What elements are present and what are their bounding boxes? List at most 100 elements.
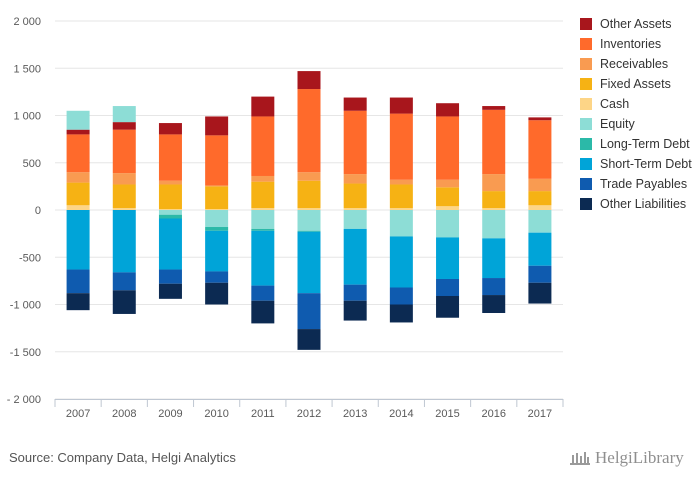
bar-segment-receivables-2014 <box>389 179 413 185</box>
logo-text: HelgiLibrary <box>595 448 684 467</box>
y-tick-label: -500 <box>19 252 41 264</box>
bar-segment-receivables-2011 <box>251 175 275 182</box>
bar-segment-short-term-debt-2012 <box>297 231 321 294</box>
legend-swatch <box>580 78 592 90</box>
bar-segment-trade-payables-2016 <box>482 278 506 296</box>
bar-segment-short-term-debt-2016 <box>482 238 506 279</box>
bar-segment-cash-2011 <box>251 208 275 210</box>
bar-segment-other-assets-2012 <box>297 71 321 90</box>
y-tick-label: -1 500 <box>10 347 41 359</box>
bar-segment-long-term-debt-2012 <box>297 230 321 232</box>
bar-segment-receivables-2015 <box>436 179 460 188</box>
bar-segment-trade-payables-2010 <box>205 271 229 283</box>
bar-segment-receivables-2010 <box>205 185 229 187</box>
y-tick-label: - 2 000 <box>7 394 41 406</box>
bar-segment-other-assets-2015 <box>436 103 460 117</box>
bar-segment-other-assets-2013 <box>343 97 367 111</box>
bar-segment-inventories-2016 <box>482 109 506 175</box>
x-tick-label: 2013 <box>343 408 367 420</box>
bar-segment-short-term-debt-2009 <box>158 218 182 270</box>
y-tick-label: 1 500 <box>13 63 41 75</box>
legend-label: Long-Term Debt <box>600 137 690 151</box>
x-tick-label: 2008 <box>112 408 136 420</box>
legend-swatch <box>580 198 592 210</box>
bar-segment-fixed-assets-2009 <box>158 184 182 210</box>
bar-segment-other-assets-2011 <box>251 96 275 117</box>
legend-swatch <box>580 58 592 70</box>
bar-segment-other-liabilities-2007 <box>66 293 90 311</box>
bar-segment-fixed-assets-2016 <box>482 191 506 209</box>
bar-segment-receivables-2017 <box>528 178 552 192</box>
bar-segment-fixed-assets-2011 <box>251 181 275 209</box>
bar-segment-other-liabilities-2009 <box>158 283 182 299</box>
bar-segment-cash-2008 <box>112 208 136 210</box>
bar-segment-trade-payables-2007 <box>66 269 90 294</box>
y-tick-label: -1 000 <box>10 300 41 312</box>
x-tick-label: 2015 <box>435 408 459 420</box>
chart-plot: - 2 000 -1 500 -1 000 -500 0 500 1 000 1 500 2 0… <box>7 16 564 420</box>
bar-segment-equity-negative-2010 <box>205 210 229 228</box>
bar-segment-equity-2007 <box>66 110 90 130</box>
bar-segment-equity-negative-2015 <box>436 210 460 238</box>
legend-label: Short-Term Debt <box>600 157 692 171</box>
bar-segment-inventories-2008 <box>112 129 136 174</box>
bar-segment-other-assets-2017 <box>528 117 552 121</box>
legend-item-inventories: Inventories <box>580 34 698 54</box>
legend-swatch <box>580 158 592 170</box>
bar-segment-other-liabilities-2017 <box>528 282 552 304</box>
bar-segment-fixed-assets-2010 <box>205 186 229 210</box>
x-tick-label: 2011 <box>251 408 275 420</box>
bar-segment-short-term-debt-2014 <box>389 236 413 288</box>
bar-segment-fixed-assets-2008 <box>112 184 136 209</box>
bar-segment-other-liabilities-2012 <box>297 329 321 350</box>
bar-segment-other-liabilities-2015 <box>436 295 460 318</box>
legend-item-short-term-debt: Short-Term Debt <box>580 154 698 174</box>
bar-segment-cash-2010 <box>205 209 229 210</box>
bar-segment-trade-payables-2014 <box>389 287 413 305</box>
bar-segment-other-liabilities-2016 <box>482 295 506 314</box>
bar-segment-fixed-assets-2014 <box>389 184 413 209</box>
legend-item-trade-payables: Trade Payables <box>580 174 698 194</box>
bar-segment-trade-payables-2009 <box>158 269 182 284</box>
x-tick-label: 2014 <box>389 408 413 420</box>
legend-item-long-term-debt: Long-Term Debt <box>580 134 698 154</box>
bar-segment-equity-negative-2009 <box>158 210 182 215</box>
bar-segment-other-liabilities-2011 <box>251 300 275 324</box>
bar-segment-equity-negative-2016 <box>482 210 506 239</box>
bar-segment-fixed-assets-2012 <box>297 180 321 209</box>
bar-segment-equity-negative-2017 <box>528 210 552 233</box>
bar-segment-cash-2016 <box>482 208 506 210</box>
bar-segment-trade-payables-2017 <box>528 265 552 283</box>
bar-segment-fixed-assets-2017 <box>528 191 552 206</box>
bar-segment-cash-2014 <box>389 208 413 210</box>
bar-segment-receivables-2012 <box>297 172 321 181</box>
legend-swatch <box>580 178 592 190</box>
bar-segment-receivables-2016 <box>482 174 506 192</box>
bar-segment-equity-negative-2012 <box>297 210 321 231</box>
bar-segment-fixed-assets-2013 <box>343 183 367 209</box>
bar-segment-inventories-2015 <box>436 116 460 180</box>
legend-item-receivables: Receivables <box>580 54 698 74</box>
legend-label: Trade Payables <box>600 177 688 191</box>
bar-segment-short-term-debt-2010 <box>205 230 229 272</box>
legend-label: Other Assets <box>600 17 672 31</box>
bar-segment-other-assets-2010 <box>205 116 229 136</box>
bar-segment-fixed-assets-2007 <box>66 182 90 206</box>
bar-segment-short-term-debt-2017 <box>528 232 552 266</box>
bar-segment-cash-2017 <box>528 205 552 210</box>
bar-segment-cash-2007 <box>66 205 90 210</box>
bar-segment-other-assets-2014 <box>389 97 413 114</box>
helgi-library-logo: HelgiLibrary <box>569 448 684 468</box>
legend-item-equity: Equity <box>580 114 698 134</box>
x-tick-label: 2007 <box>66 408 90 420</box>
bar-segment-short-term-debt-2015 <box>436 237 460 279</box>
legend-item-cash: Cash <box>580 94 698 114</box>
bar-segment-short-term-debt-2013 <box>343 228 367 285</box>
bar-segment-inventories-2013 <box>343 110 367 175</box>
bar-segment-equity-negative-2013 <box>343 210 367 229</box>
legend-label: Other Liabilities <box>600 197 687 211</box>
bar-segment-cash-2013 <box>343 208 367 210</box>
bar-segment-receivables-2007 <box>66 172 90 183</box>
bar-segment-short-term-debt-2007 <box>66 210 90 270</box>
bar-segment-equity-2008 <box>112 106 136 123</box>
